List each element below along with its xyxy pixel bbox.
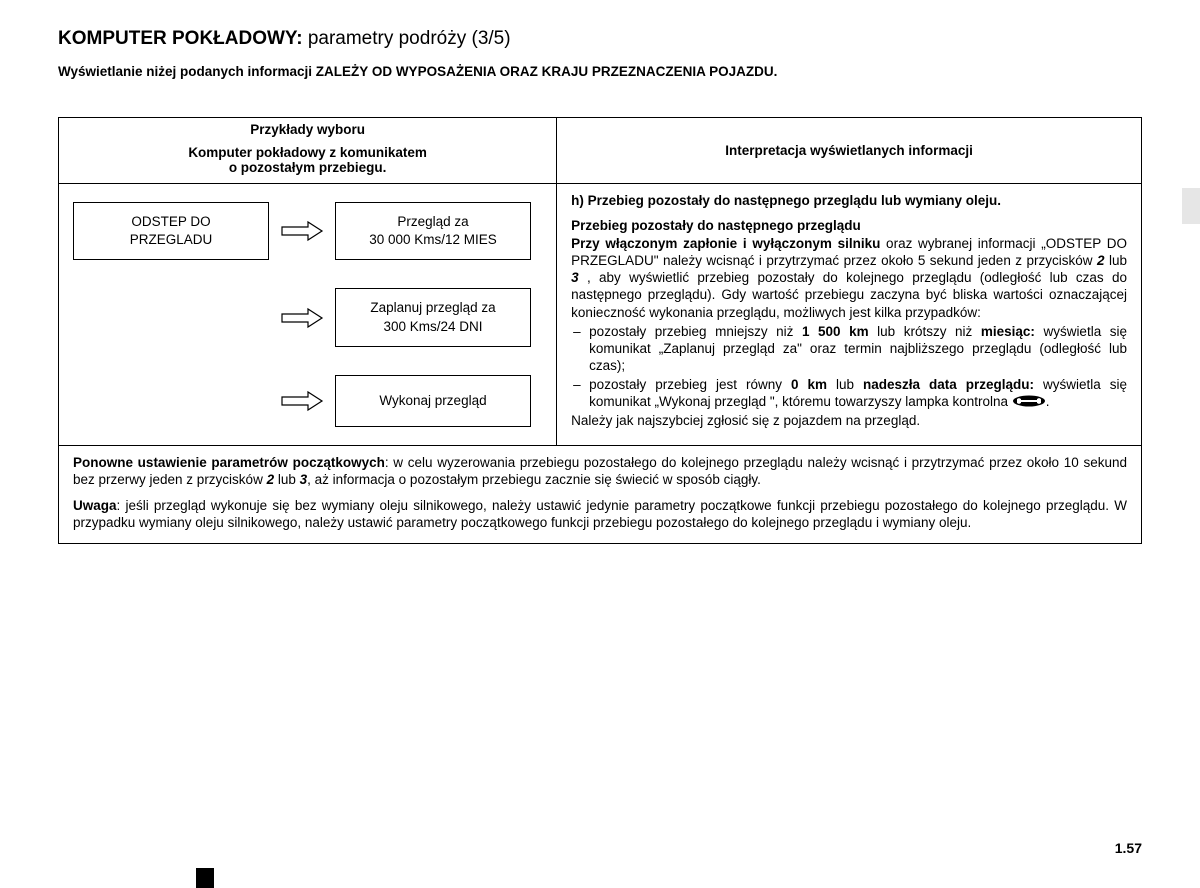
bullet-list: – pozostały przebieg mniejszy niż 1 500 … [571, 323, 1127, 410]
thumb-tab [1182, 188, 1200, 224]
examples-cell: ODSTEP DO PRZEGLADU Przegląd za 30 000 K… [59, 184, 557, 446]
arrow-icon [269, 220, 335, 242]
section-h-subheading: Przebieg pozostały do następnego przeglą… [571, 217, 1127, 234]
example-row-1: ODSTEP DO PRZEGLADU Przegląd za 30 000 K… [73, 202, 542, 260]
example-row-2: Zaplanuj przegląd za 300 Kms/24 DNI [73, 288, 542, 346]
bullet-2: – pozostały przebieg jest równy 0 km lub… [571, 376, 1127, 411]
example-row-3: Wykonaj przegląd [73, 375, 542, 427]
display-box-3: Wykonaj przegląd [335, 375, 531, 427]
display-box-2: Zaplanuj przegląd za 300 Kms/24 DNI [335, 288, 531, 346]
title-sub: parametry podróży (3/5) [308, 28, 511, 49]
bullet-1: – pozostały przebieg mniejszy niż 1 500 … [571, 323, 1127, 375]
wrench-icon [1012, 395, 1046, 407]
page-number: 1.57 [1115, 840, 1142, 856]
header-right: Interpretacja wyświetlanych informacji [557, 118, 1142, 184]
display-box-1: Przegląd za 30 000 Kms/12 MIES [335, 202, 531, 260]
foot-mark [196, 868, 214, 888]
arrow-icon [269, 390, 335, 412]
footer-cell: Ponowne ustawienie parametrów początkowy… [59, 446, 1142, 544]
header-left-top: Przykłady wyboru [59, 118, 557, 142]
footer-para-2: Uwaga: jeśli przegląd wykonuje się bez w… [73, 497, 1127, 532]
header-left-bottom: Komputer pokładowy z komunikatem o pozos… [59, 141, 557, 184]
page-subtitle: Wyświetlanie niżej podanych informacji Z… [58, 64, 1142, 79]
page-title: KOMPUTER POKŁADOWY: parametry podróży (3… [58, 28, 1142, 50]
title-main: KOMPUTER POKŁADOWY: [58, 28, 303, 49]
interpretation-cell: h) Przebieg pozostały do następnego prze… [557, 184, 1142, 446]
arrow-icon [269, 307, 335, 329]
main-table: Przykłady wyboru Interpretacja wyświetla… [58, 117, 1142, 544]
section-h-heading: h) Przebieg pozostały do następnego prze… [571, 192, 1127, 209]
display-box-left: ODSTEP DO PRZEGLADU [73, 202, 269, 260]
section-h-body: Przy włączonym zapłonie i wyłączonym sil… [571, 235, 1127, 321]
footer-para-1: Ponowne ustawienie parametrów początkowy… [73, 454, 1127, 489]
section-h-final: Należy jak najszybciej zgłosić się z poj… [571, 412, 1127, 429]
